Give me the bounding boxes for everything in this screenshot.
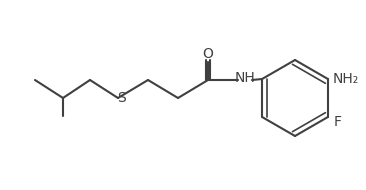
Text: O: O [202,47,213,61]
Text: NH₂: NH₂ [333,72,359,86]
Text: F: F [334,115,342,129]
Text: NH: NH [235,71,255,85]
Text: S: S [117,91,126,105]
